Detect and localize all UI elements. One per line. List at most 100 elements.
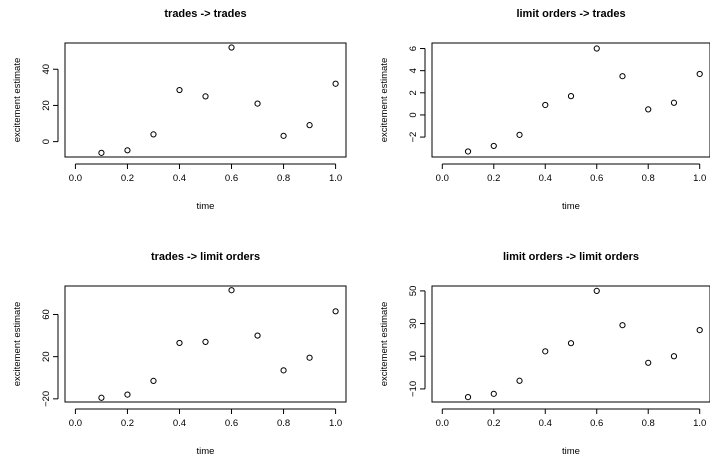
data-point — [490, 390, 497, 397]
x-tick-label: 1.0 — [329, 418, 342, 429]
y-tick-label: 0 — [41, 139, 52, 144]
data-point — [254, 100, 261, 107]
x-tick-label: 0.6 — [225, 173, 238, 184]
x-tick-label: 0.2 — [487, 173, 500, 184]
data-point — [202, 338, 209, 345]
data-point — [670, 353, 678, 360]
x-tick-label: 0.6 — [590, 173, 603, 184]
data-point — [98, 149, 105, 156]
data-point — [254, 332, 261, 339]
y-tick-label: 0 — [408, 112, 419, 117]
data-point — [619, 73, 626, 80]
y-axis-label: excitement estimate — [379, 58, 390, 142]
x-tick-label: 0.6 — [225, 418, 238, 429]
y-axis-label: excitement estimate — [12, 302, 23, 386]
data-point — [619, 322, 626, 329]
data-point — [696, 70, 703, 78]
y-axis-label: excitement estimate — [379, 302, 390, 386]
y-tick-label: 10 — [408, 351, 419, 362]
x-tick-label: 0.4 — [173, 173, 186, 184]
x-axis-label: time — [197, 446, 215, 457]
data-point — [464, 393, 472, 401]
data-point — [176, 86, 183, 94]
data-point — [124, 147, 131, 154]
plot-frame — [64, 42, 347, 158]
data-point — [516, 377, 523, 384]
data-point — [202, 93, 209, 100]
x-axis-label: time — [562, 446, 580, 457]
y-tick-label: 20 — [41, 100, 52, 111]
x-tick-label: 0.0 — [436, 173, 449, 184]
data-point — [490, 142, 497, 150]
x-tick-label: 1.0 — [329, 173, 342, 184]
x-tick-label: 0.4 — [539, 418, 552, 429]
plot-frame — [431, 285, 710, 403]
data-point — [332, 308, 339, 315]
x-tick-label: 0.2 — [487, 418, 500, 429]
data-point — [228, 44, 235, 51]
data-point — [567, 93, 575, 100]
x-tick-label: 0.0 — [69, 173, 82, 184]
data-point — [306, 122, 313, 129]
data-point — [670, 99, 678, 106]
x-axis-label: time — [197, 201, 215, 212]
chart-panel-2: limit orders -> trades 0.0 0.2 0.4 0.6 0.8 1.0… — [379, 8, 710, 212]
x-tick-label: 0.6 — [590, 418, 603, 429]
x-tick-label: 0.2 — [121, 418, 134, 429]
chart-panel-3: trades -> limit orders 0.0 0.2 0.4 0.6 0.8 1.0… — [12, 251, 347, 457]
y-tick-label: −10 — [408, 381, 419, 397]
y-tick-label: 40 — [41, 64, 52, 75]
y-tick-label: 50 — [408, 286, 419, 297]
data-point — [645, 359, 652, 366]
y-tick-label: −2 — [408, 132, 419, 143]
chart-panel-1: trades -> trades 0.0 0.2 0.4 0.6 0.8 1.0 0 20 40 t… — [12, 8, 347, 212]
plot-frame — [431, 42, 710, 158]
y-axis-label: excitement estimate — [12, 58, 23, 142]
x-tick-label: 1.0 — [693, 418, 706, 429]
data-point — [645, 106, 652, 113]
data-point — [150, 377, 157, 385]
data-point — [228, 287, 235, 294]
y-tick-label: −20 — [41, 391, 52, 407]
x-tick-label: 0.4 — [539, 173, 552, 184]
y-tick-label: 4 — [408, 68, 419, 73]
data-point — [593, 45, 600, 52]
plot-frame — [64, 285, 347, 403]
data-point — [567, 340, 575, 347]
data-point — [98, 394, 105, 401]
y-tick-label: 60 — [41, 309, 52, 320]
chart-panel-4: limit orders -> limit orders 0.0 0.2 0.4 0.6… — [379, 251, 710, 457]
data-point — [593, 287, 600, 295]
x-tick-label: 0.0 — [436, 418, 449, 429]
x-axis-label: time — [562, 201, 580, 212]
x-tick-label: 0.8 — [642, 173, 655, 184]
x-tick-label: 1.0 — [693, 173, 706, 184]
data-point — [280, 367, 287, 374]
y-tick-label: 6 — [408, 46, 419, 51]
data-point — [176, 339, 183, 347]
data-point — [280, 132, 287, 139]
data-point — [542, 101, 549, 109]
data-point — [306, 354, 313, 361]
x-tick-label: 0.8 — [277, 418, 290, 429]
x-tick-label: 0.8 — [642, 418, 655, 429]
y-tick-label: 2 — [408, 90, 419, 95]
data-point — [150, 131, 157, 138]
y-tick-label: 20 — [41, 351, 52, 362]
chart-title: trades -> limit orders — [151, 251, 260, 263]
data-point — [124, 391, 131, 398]
chart-title: limit orders -> trades — [516, 8, 625, 20]
chart-title: limit orders -> limit orders — [503, 251, 639, 263]
chart-title: trades -> trades — [164, 8, 246, 20]
data-point — [542, 348, 549, 355]
data-point — [332, 80, 339, 87]
data-point — [516, 131, 523, 138]
data-point — [696, 327, 703, 334]
y-tick-label: 30 — [408, 318, 419, 329]
x-tick-label: 0.2 — [121, 173, 134, 184]
data-point — [464, 148, 472, 155]
x-tick-label: 0.8 — [277, 173, 290, 184]
x-tick-label: 0.4 — [173, 418, 186, 429]
x-tick-label: 0.0 — [69, 418, 82, 429]
